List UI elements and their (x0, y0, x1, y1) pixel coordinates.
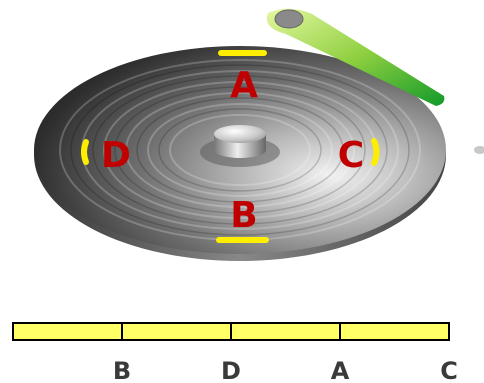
track-label: C (440, 357, 458, 383)
spindle (200, 125, 280, 167)
sector-label-d: D (101, 135, 131, 176)
sector-markers (81, 50, 380, 243)
track-label: A (331, 357, 350, 383)
sector-labels: A B C D (101, 65, 364, 236)
linear-track (12, 322, 450, 341)
platter-rings-dark (70, 64, 410, 236)
sector-label-c: C (338, 135, 364, 176)
sector-label-a: A (230, 65, 258, 106)
track-labels: B D A C (113, 357, 458, 383)
sector-marker-d (81, 139, 89, 165)
read-write-arm (266, 8, 445, 107)
sector-label-b: B (230, 195, 257, 236)
arm-pivot (274, 9, 304, 29)
head-tip (474, 146, 484, 154)
track-label: D (221, 357, 241, 383)
sector-marker-c (371, 138, 380, 166)
track-label: B (113, 357, 131, 383)
